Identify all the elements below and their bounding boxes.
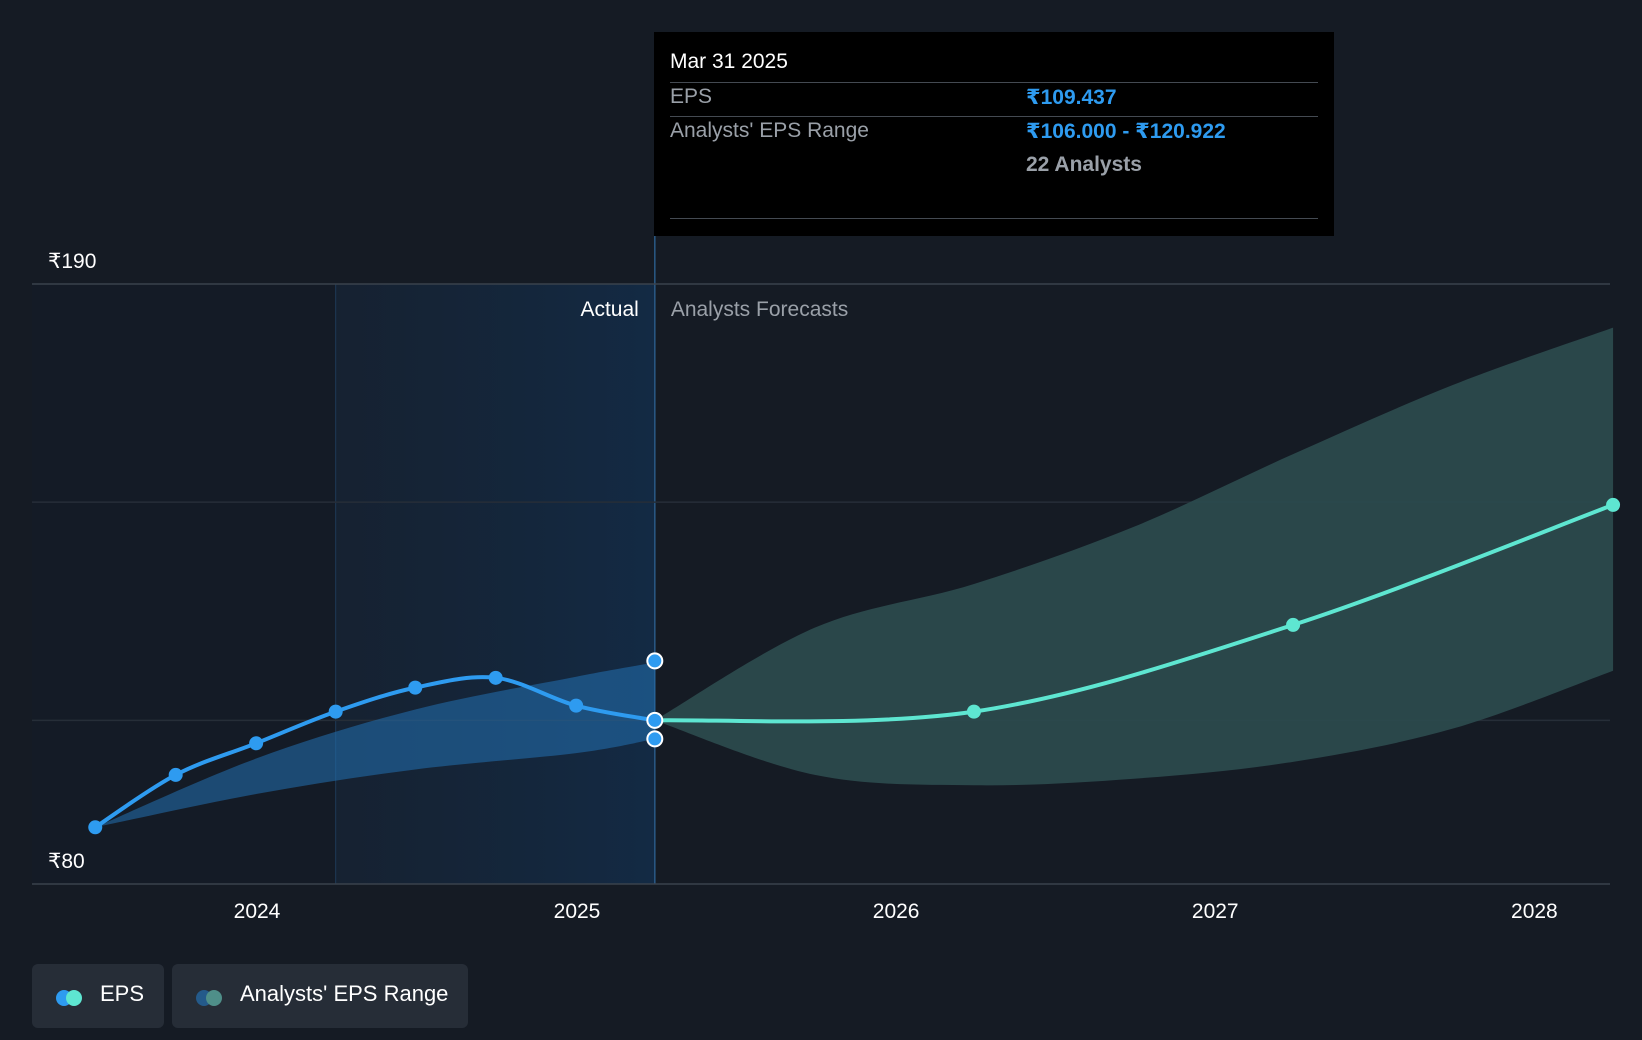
forecast-section-label: Analysts Forecasts xyxy=(671,298,848,321)
eps-actual-point xyxy=(488,670,503,685)
eps-actual-point xyxy=(88,820,103,835)
legend-dot xyxy=(206,990,222,1006)
tooltip-analysts-count: 22 Analysts xyxy=(1026,153,1142,176)
legend-dot xyxy=(66,990,82,1006)
eps-actual-point xyxy=(569,698,584,713)
x-tick-label: 2025 xyxy=(554,900,601,923)
actual-range-area xyxy=(95,662,655,828)
tooltip-range-value: ₹106.000 - ₹120.922 xyxy=(1026,120,1226,143)
eps-actual-point xyxy=(168,767,183,782)
actual-region xyxy=(335,284,655,884)
eps-actual-point xyxy=(328,704,343,719)
highlight-point xyxy=(646,652,664,670)
legend-eps-icon xyxy=(56,990,88,1006)
tooltip-divider xyxy=(670,82,1318,83)
eps-forecast-point xyxy=(1606,497,1621,512)
highlight-point xyxy=(646,730,664,748)
eps-forecast-line xyxy=(652,502,1616,724)
forecast-range-area xyxy=(654,327,1614,786)
tooltip-eps-value: ₹109.437 xyxy=(1026,86,1117,109)
tooltip-divider xyxy=(670,218,1318,219)
legend-range-icon xyxy=(196,990,228,1006)
eps-actual-line xyxy=(93,675,657,830)
x-tick-label: 2028 xyxy=(1511,900,1558,923)
tooltip-divider xyxy=(670,116,1318,117)
y-tick-label: ₹80 xyxy=(48,850,85,873)
x-tick-label: 2027 xyxy=(1192,900,1239,923)
legend-label: EPS xyxy=(100,981,145,1006)
y-tick-label: ₹190 xyxy=(48,250,96,273)
tooltip-date: Mar 31 2025 xyxy=(670,50,788,73)
x-tick-label: 2024 xyxy=(234,900,281,923)
x-tick-label: 2026 xyxy=(873,900,920,923)
eps-forecast-point xyxy=(966,704,981,719)
actual-section-label: Actual xyxy=(580,298,638,321)
eps-actual-point xyxy=(408,680,423,695)
legend-item-eps[interactable]: EPS xyxy=(32,964,164,1028)
highlight-point xyxy=(646,711,664,729)
tooltip-eps-label: EPS xyxy=(670,85,713,108)
legend-label: Analysts' EPS Range xyxy=(240,981,449,1006)
legend-item-range[interactable]: Analysts' EPS Range xyxy=(172,964,468,1028)
tooltip: Mar 31 2025 EPS ₹109.437 Analysts' EPS R… xyxy=(654,32,1334,236)
eps-forecast-point xyxy=(1286,617,1301,632)
eps-actual-point xyxy=(249,736,264,751)
tooltip-range-label: Analysts' EPS Range xyxy=(670,119,869,142)
